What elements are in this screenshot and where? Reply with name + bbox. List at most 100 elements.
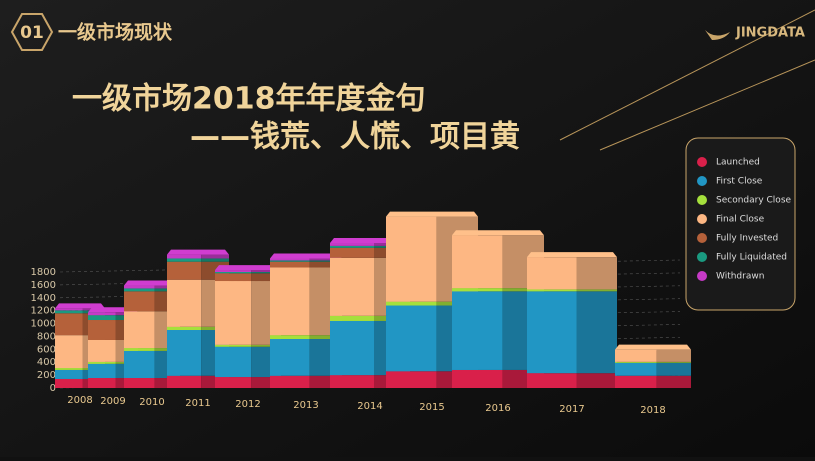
bar-segment — [215, 270, 252, 272]
legend-swatch — [697, 195, 707, 205]
bar-side — [576, 257, 617, 290]
bar-side — [201, 254, 229, 259]
y-tick-label: 0 — [50, 383, 56, 394]
bar-side — [251, 270, 281, 272]
section-title: 一级市场现状 — [58, 21, 173, 44]
bar-segment — [167, 279, 202, 327]
bar-segment — [386, 305, 437, 372]
x-tick-label: 2016 — [485, 403, 510, 414]
bar-side — [656, 361, 691, 363]
bar-segment — [330, 243, 374, 246]
bar-segment — [215, 344, 252, 347]
x-tick-label: 2008 — [67, 395, 92, 406]
legend-swatch — [697, 233, 707, 243]
legend-label: First Close — [716, 177, 763, 187]
bar-segment — [615, 362, 657, 376]
bar-side — [656, 349, 691, 362]
bar-segment — [330, 320, 374, 376]
bar-segment — [215, 273, 252, 282]
bar-segment — [124, 350, 155, 379]
bar-side — [201, 258, 229, 262]
bar-segment — [55, 308, 83, 311]
bar-segment — [270, 261, 310, 268]
bar-segment — [330, 375, 374, 388]
bar-side — [656, 362, 691, 376]
bar-segment — [215, 346, 252, 378]
bar-segment — [167, 258, 202, 262]
y-tick-label: 600 — [37, 344, 56, 355]
bar-segment — [386, 301, 437, 306]
bar-segment — [270, 375, 310, 388]
bar-segment — [88, 320, 116, 340]
bar-segment — [270, 258, 310, 261]
bar-segment — [167, 375, 202, 388]
x-tick-label: 2010 — [139, 397, 164, 408]
bar-segment — [88, 378, 116, 388]
y-tick-label: 1000 — [31, 319, 56, 330]
badge-frame — [10, 13, 54, 51]
legend: Launched First Close Secondary Close Final … — [697, 157, 792, 282]
x-tick-label: 2011 — [185, 398, 210, 409]
bar-segment — [124, 378, 155, 388]
bar-segment — [124, 288, 155, 292]
bar-segment — [330, 247, 374, 258]
legend-label: Launched — [716, 158, 760, 168]
x-tick-label: 2009 — [100, 396, 125, 407]
bar-side — [309, 261, 342, 268]
bar-side — [309, 260, 342, 262]
bar-top — [615, 344, 691, 350]
bar-segment — [167, 254, 202, 259]
y-tick-label: 1200 — [31, 306, 56, 317]
bar-segment — [615, 375, 657, 388]
bar-side — [251, 377, 281, 388]
legend-swatch — [697, 214, 707, 224]
bar-top — [527, 252, 617, 258]
bar-top — [215, 265, 281, 271]
legend-swatch — [697, 252, 707, 262]
bar-segment — [167, 261, 202, 280]
bar-segment — [527, 373, 577, 388]
bar-side — [309, 335, 342, 340]
legend-swatch — [697, 157, 707, 167]
headline: ——钱荒、人慌、项目黄 — [190, 120, 520, 155]
bar-segment — [215, 281, 252, 345]
bar-segment — [55, 310, 83, 314]
bar-segment — [330, 315, 374, 321]
bar-segment — [270, 339, 310, 376]
bar-segment — [215, 272, 252, 274]
legend-box — [685, 137, 796, 311]
legend-swatch — [697, 176, 707, 186]
x-tick-label: 2017 — [559, 404, 584, 415]
bar-segment — [386, 216, 437, 302]
bar-segment — [215, 377, 252, 388]
bar-segment — [88, 315, 116, 321]
bar-side — [576, 289, 617, 292]
bar-side — [502, 288, 544, 292]
headline: 一级市场2018年年度金句 — [72, 82, 426, 117]
x-tick-label: 2013 — [293, 400, 318, 411]
bar-side — [576, 373, 617, 388]
bar-segment — [527, 289, 577, 292]
bar-top — [124, 280, 180, 286]
bar-segment — [55, 335, 83, 369]
y-tick-label: 200 — [37, 370, 56, 381]
x-tick-label: 2018 — [640, 405, 665, 416]
y-tick-label: 1400 — [31, 293, 56, 304]
bar-side — [576, 291, 617, 374]
bar-side — [251, 272, 281, 274]
bar-top — [167, 249, 229, 255]
bar-segment — [124, 348, 155, 351]
badge: 01 — [20, 23, 44, 43]
bar-segment — [124, 291, 155, 312]
bar-side — [309, 258, 342, 261]
bar-segment — [270, 335, 310, 340]
y-tick-label: 1800 — [31, 267, 56, 278]
bar-segment — [55, 369, 83, 379]
bar-side — [656, 375, 691, 388]
bar-segment — [330, 257, 374, 316]
bar-segment — [452, 288, 503, 292]
legend-swatch — [697, 271, 707, 281]
